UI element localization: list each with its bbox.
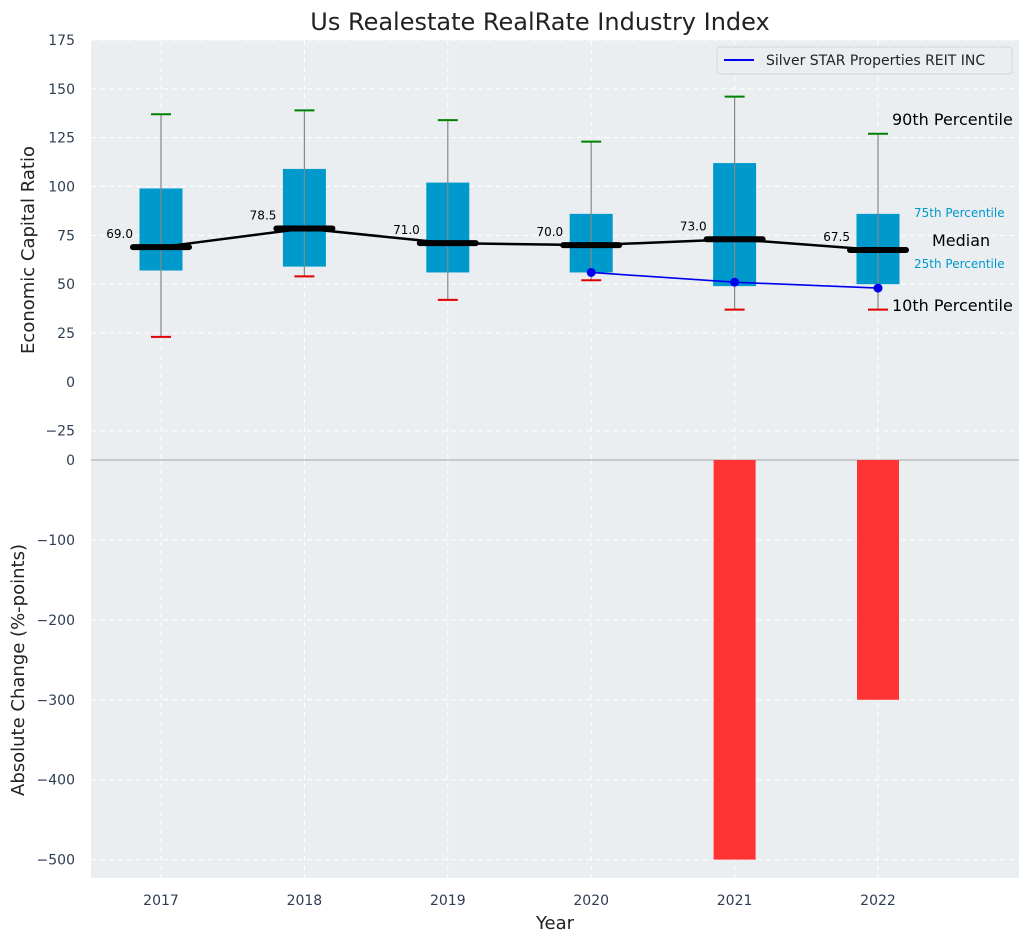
median-value-label: 69.0 [106, 227, 133, 241]
bottom-y-tick-label: −500 [37, 853, 75, 869]
legend-entry: Silver STAR Properties REIT INC [766, 53, 985, 69]
chart-title: Us Realestate RealRate Industry Index [310, 8, 769, 36]
median-value-label: 71.0 [393, 223, 420, 237]
x-tick-label: 2020 [573, 893, 609, 909]
x-tick-label: 2017 [143, 893, 179, 909]
bottom-y-axis-label: Absolute Change (%-points) [8, 544, 29, 796]
top-y-tick-label: −25 [45, 424, 75, 440]
x-axis-label: Year [535, 913, 575, 934]
top-y-tick-label: 175 [48, 33, 75, 49]
x-tick-label: 2022 [860, 893, 896, 909]
top-y-tick-label: 125 [48, 131, 75, 147]
p75-annotation: 75th Percentile [914, 206, 1005, 220]
series-point-2021 [730, 277, 740, 287]
bottom-y-tick-label: −400 [37, 773, 75, 789]
top-y-tick-label: 150 [48, 82, 75, 98]
top-y-axis-label: Economic Capital Ratio [18, 146, 39, 354]
change-bar-2022 [857, 460, 899, 700]
legend: Silver STAR Properties REIT INC [716, 46, 1013, 75]
top-y-tick-label: 0 [66, 375, 75, 391]
median-value-label: 67.5 [823, 230, 850, 244]
median-value-label: 70.0 [536, 225, 563, 239]
bottom-y-tick-label: −100 [37, 533, 75, 549]
bottom-y-tick-label: 0 [66, 453, 75, 469]
change-bar-2021 [713, 460, 756, 860]
top-y-tick-label: 25 [57, 326, 75, 342]
top-y-tick-label: 100 [48, 180, 75, 196]
legend-box [716, 46, 1013, 75]
series-point-2020 [586, 267, 596, 277]
chart-marks: 69.0 78.5 71.0 70.0 73.0 67.5 [106, 95, 909, 860]
series-point-2022 [873, 283, 883, 293]
p90-annotation: 90th Percentile [892, 110, 1013, 129]
top-y-tick-label: 75 [57, 228, 75, 244]
p25-annotation: 25th Percentile [914, 257, 1005, 271]
median-value-label: 78.5 [250, 209, 277, 223]
x-tick-label: 2021 [717, 893, 753, 909]
x-tick-label: 2018 [287, 893, 323, 909]
p10-annotation: 10th Percentile [892, 296, 1013, 315]
tick-labels: 175 150 125 100 75 50 25 0 −25 0 −100 −200 −300 −400 −… [37, 33, 896, 909]
x-tick-label: 2019 [430, 893, 466, 909]
bottom-y-tick-label: −300 [37, 693, 75, 709]
bottom-y-tick-label: −200 [37, 613, 75, 629]
median-value-label: 73.0 [680, 219, 707, 233]
median-annotation: Median [932, 231, 990, 250]
top-y-tick-label: 50 [57, 277, 75, 293]
